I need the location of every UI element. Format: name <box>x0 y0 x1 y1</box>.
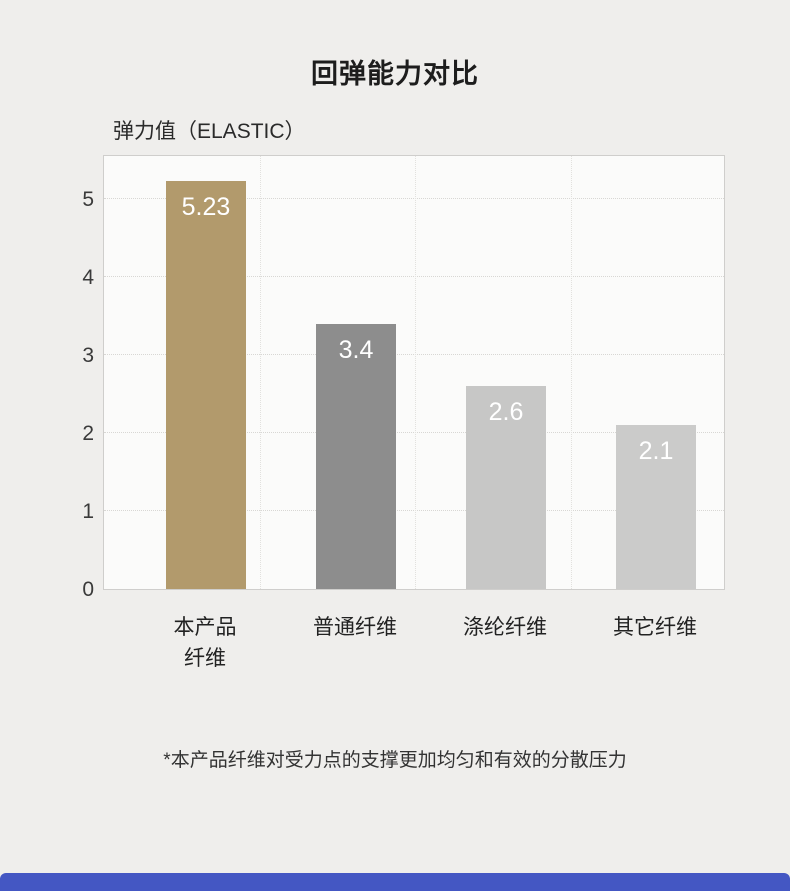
gridline-horizontal <box>104 354 724 356</box>
y-axis-title: 弹力值（ELASTIC） <box>113 120 306 143</box>
bar-value-label: 2.1 <box>638 437 674 466</box>
gridline-horizontal <box>104 510 724 512</box>
bar: 2.1 <box>616 425 696 589</box>
bar-value-label: 5.23 <box>181 193 231 222</box>
y-tick-label: 0 <box>82 578 94 601</box>
gridline-horizontal <box>104 198 724 200</box>
gridline-vertical <box>415 156 416 589</box>
gridline-vertical <box>259 156 261 589</box>
chart-title: 回弹能力对比 <box>311 59 479 89</box>
plot-area: 5.23 3.4 2.6 2.1 <box>103 155 725 590</box>
bar-value-label: 2.6 <box>488 398 524 427</box>
x-axis-category-label: 普通纤维 <box>313 616 397 639</box>
y-tick-label: 4 <box>82 266 94 290</box>
y-tick-label: 1 <box>82 500 94 524</box>
footnote: *本产品纤维对受力点的支撑更加均匀和有效的分散压力 <box>163 750 627 771</box>
footer-accent-bar <box>0 873 790 891</box>
x-axis-category-label: 本产品 纤维 <box>173 616 237 670</box>
y-tick-label: 5 <box>82 188 94 212</box>
bar: 2.6 <box>466 386 546 589</box>
gridline-horizontal <box>104 432 724 434</box>
bar: 3.4 <box>316 323 396 589</box>
bar-value-label: 3.4 <box>338 335 374 364</box>
x-axis-labels: 本产品 纤维 普通纤维 涤纶纤维 其它纤维 <box>0 612 790 692</box>
x-axis-category-label: 其它纤维 <box>613 616 697 639</box>
x-axis-category-label: 涤纶纤维 <box>463 616 547 639</box>
y-tick-label: 2 <box>82 422 94 446</box>
gridline-vertical <box>570 156 572 589</box>
bar: 5.23 <box>166 181 246 589</box>
gridline-horizontal <box>104 276 724 278</box>
y-tick-label: 3 <box>82 344 94 368</box>
y-axis-tick-labels: 0 1 2 3 4 5 <box>58 155 94 601</box>
